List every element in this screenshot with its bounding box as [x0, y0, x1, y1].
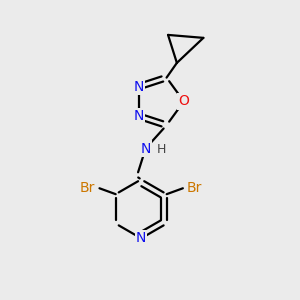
- Text: N: N: [136, 231, 146, 245]
- Text: Br: Br: [80, 181, 95, 195]
- Text: N: N: [134, 80, 144, 94]
- Text: Br: Br: [187, 181, 202, 195]
- Text: N: N: [134, 109, 144, 123]
- Text: H: H: [157, 143, 166, 157]
- Text: N: N: [140, 142, 151, 155]
- Text: O: O: [178, 94, 189, 108]
